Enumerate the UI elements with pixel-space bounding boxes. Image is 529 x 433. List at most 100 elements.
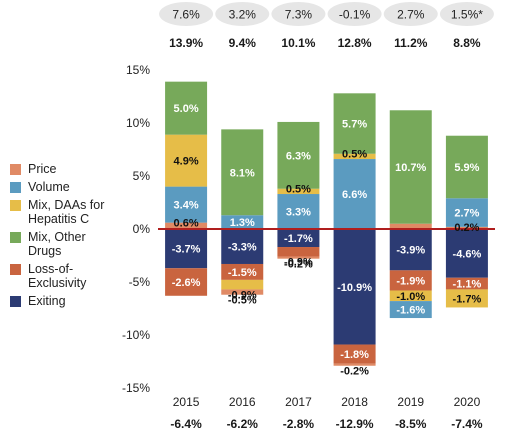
data-label: -4.6%: [453, 248, 482, 260]
bar-segment-loss-of-exclusivity: [445, 277, 488, 290]
data-label: 0.2%: [454, 222, 479, 234]
legend-item-price: Price: [10, 162, 120, 176]
x-tick-label: 2019: [397, 395, 424, 409]
data-label: 0.5%: [286, 184, 311, 196]
data-label: -0.5%: [228, 295, 257, 307]
bar-segment-mix-daas-for-hepatitis-c: [221, 279, 264, 290]
legend-item-loe: Loss-of-Exclusivity: [10, 262, 120, 290]
legend-label-volume: Volume: [28, 180, 70, 194]
data-label: 3.3%: [286, 207, 311, 219]
data-label: -0.2%: [284, 259, 313, 271]
data-label: 10.7%: [395, 162, 426, 174]
negative-total: -7.4%: [451, 417, 483, 431]
bar-segment-mix-other-drugs: [165, 81, 208, 135]
bar-segment-volume: [333, 159, 376, 229]
y-tick-label: 15%: [126, 63, 150, 77]
bar-segment-exiting: [165, 229, 208, 269]
legend-item-exiting: Exiting: [10, 294, 120, 308]
legend-label-mix-daas: Mix, DAAs for Hepatitis C: [28, 198, 105, 226]
bar-segment-volume: [221, 215, 264, 229]
bar-segment-mix-other-drugs: [221, 129, 264, 216]
legend-swatch-mix-daas: [10, 200, 21, 211]
legend-label-mix-other: Mix, Other Drugs: [28, 230, 86, 258]
data-label: -1.1%: [453, 279, 482, 291]
top-row-pill: [439, 2, 494, 26]
data-label: 1.3%: [230, 217, 255, 229]
data-label: 8.1%: [230, 167, 255, 179]
top-row-value: 7.6%: [172, 8, 200, 22]
bar-segment-volume: [389, 301, 432, 319]
top-row-value: 7.3%: [285, 8, 313, 22]
data-label: 0.5%: [342, 149, 367, 161]
bar-segment-mix-other-drugs: [445, 135, 488, 199]
negative-total: -6.4%: [170, 417, 202, 431]
x-tick-label: 2020: [454, 395, 481, 409]
bar-segment-exiting: [389, 229, 432, 271]
x-tick-label: 2015: [173, 395, 200, 409]
data-label: 5.9%: [454, 162, 479, 174]
positive-total: 8.8%: [453, 36, 481, 50]
legend-label-loe: Loss-of-Exclusivity: [28, 262, 87, 290]
legend-swatch-volume: [10, 182, 21, 193]
bar-segment-mix-other-drugs: [333, 93, 376, 154]
data-label: -1.9%: [396, 275, 425, 287]
legend-swatch-mix-other: [10, 232, 21, 243]
bar-segment-mix-daas-for-hepatitis-c: [333, 153, 376, 160]
top-row-pill: [271, 2, 326, 26]
y-tick-label: -15%: [122, 381, 150, 395]
legend-swatch-loe: [10, 264, 21, 275]
legend-item-volume: Volume: [10, 180, 120, 194]
negative-total: -8.5%: [395, 417, 427, 431]
bar-segment-price: [445, 226, 488, 229]
y-tick-label: 10%: [126, 116, 150, 130]
y-tick-label: -5%: [129, 275, 151, 289]
bar-segment-exiting: [277, 229, 320, 248]
y-tick-label: 5%: [133, 169, 151, 183]
positive-total: 11.2%: [394, 36, 428, 50]
data-label: -1.5%: [228, 267, 257, 279]
data-label: -3.9%: [396, 245, 425, 257]
bar-segment-mix-daas-for-hepatitis-c: [389, 290, 432, 302]
data-label: 5.7%: [342, 119, 367, 131]
data-label: -3.3%: [228, 241, 257, 253]
negative-total: -6.2%: [227, 417, 259, 431]
bar-segment-price: [277, 256, 320, 259]
bar-segment-mix-daas-for-hepatitis-c: [445, 289, 488, 308]
positive-total: 9.4%: [229, 36, 257, 50]
top-row-pill: [327, 2, 382, 26]
data-label: 6.3%: [286, 150, 311, 162]
legend-label-price: Price: [28, 162, 57, 176]
bar-segment-price: [165, 222, 208, 229]
bar-segment-volume: [165, 186, 208, 223]
data-label: -1.7%: [284, 233, 313, 245]
negative-total: -2.8%: [283, 417, 315, 431]
data-label: -0.2%: [340, 366, 369, 378]
bar-segment-loss-of-exclusivity: [277, 247, 320, 257]
x-tick-label: 2017: [285, 395, 312, 409]
bar-segment-loss-of-exclusivity: [165, 268, 208, 296]
bar-segment-exiting: [333, 229, 376, 345]
bar-segment-exiting: [445, 229, 488, 278]
data-label: -1.6%: [396, 305, 425, 317]
bar-segment-volume: [277, 194, 320, 229]
data-label: -1.0%: [396, 291, 425, 303]
data-label: 0.6%: [174, 218, 199, 230]
bar-segment-exiting: [221, 229, 264, 264]
x-tick-label: 2018: [341, 395, 368, 409]
top-row-value: -0.1%: [339, 8, 371, 22]
data-label: -0.9%: [228, 289, 257, 301]
legend-item-mix-daas: Mix, DAAs for Hepatitis C: [10, 198, 120, 226]
legend-item-mix-other: Mix, Other Drugs: [10, 230, 120, 258]
top-row-pill: [159, 2, 214, 26]
legend-swatch-exiting: [10, 296, 21, 307]
positive-total: 10.1%: [281, 36, 315, 50]
legend: Price Volume Mix, DAAs for Hepatitis C M…: [10, 162, 120, 312]
bar-segment-volume: [445, 198, 488, 227]
data-label: 4.9%: [174, 156, 199, 168]
bar-segment-price: [333, 363, 376, 366]
y-tick-label: 0%: [133, 222, 151, 236]
x-tick-label: 2016: [229, 395, 256, 409]
positive-total: 12.8%: [338, 36, 372, 50]
data-label: -1.7%: [453, 293, 482, 305]
legend-swatch-price: [10, 164, 21, 175]
